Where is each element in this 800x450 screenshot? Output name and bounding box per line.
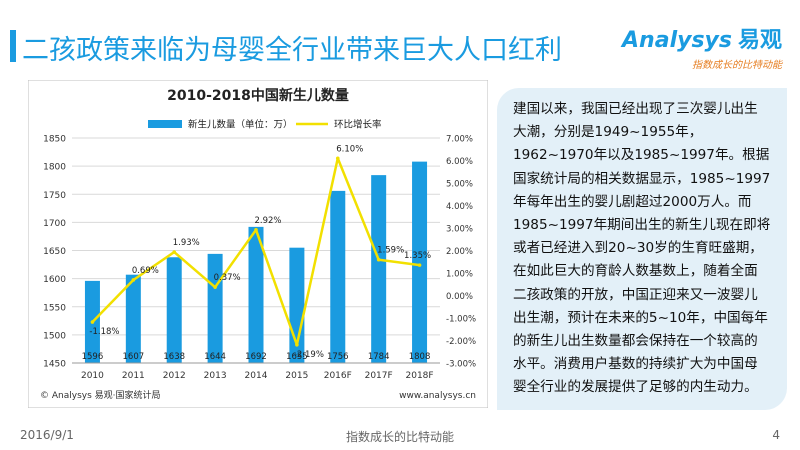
y2-tick-label: 0.00% [446, 292, 473, 302]
newborn-chart: 2010-2018中国新生儿数量 新生儿数量（单位：万） 环比增长率 1596 16… [28, 80, 488, 408]
growth-rate-label: 1.93% [173, 238, 200, 248]
growth-rate-point [172, 250, 177, 254]
y-tick-label: 1850 [43, 135, 66, 145]
growth-rate-point [417, 263, 422, 267]
y2-tick-label: 4.00% [446, 202, 473, 212]
growth-rate-label: -1.18% [89, 327, 119, 337]
y2-tick-label: 5.00% [446, 180, 473, 190]
x-tick-label: 2011 [122, 371, 145, 381]
chart-legend: 新生儿数量（单位：万） 环比增长率 [148, 119, 382, 131]
bar [330, 190, 346, 363]
y-tick-label: 1450 [43, 360, 66, 370]
y-tick-label: 1650 [43, 247, 66, 257]
bar-value-label: 1692 [245, 352, 267, 362]
logo-tagline: 指数成长的比特动能 [692, 60, 782, 71]
title-accent-bar [10, 30, 16, 62]
description-text: 建国以来，我国已经出现了三次婴儿出生大潮，分别是1949~1955年，1962~… [513, 101, 771, 396]
y-tick-label: 1800 [43, 163, 66, 173]
bar-value-label: 1808 [409, 352, 431, 362]
bar [248, 226, 264, 363]
legend-bar-swatch [148, 120, 182, 128]
bar-value-label: 1644 [204, 352, 226, 362]
x-tick-label: 2016F [324, 371, 352, 381]
chart-title: 2010-2018中国新生儿数量 [167, 87, 349, 104]
bar [125, 274, 141, 363]
y-tick-label: 1550 [43, 303, 66, 313]
description-panel: 建国以来，我国已经出现了三次婴儿出生大潮，分别是1949~1955年，1962~… [497, 88, 787, 410]
y2-tick-label: -1.00% [446, 315, 476, 325]
footer-date: 2016/9/1 [20, 428, 74, 442]
bar [412, 161, 428, 363]
y2-tick-label: 1.00% [446, 270, 473, 280]
logo-cn: 易观 [737, 28, 782, 53]
growth-rate-point [254, 228, 258, 232]
growth-rate-label: 2.92% [254, 216, 281, 226]
bar-value-label: 1638 [163, 352, 185, 362]
growth-rate-point [295, 342, 299, 347]
bar [207, 253, 223, 363]
legend-bar-label: 新生儿数量（单位：万） [188, 119, 293, 131]
x-tick-label: 2010 [81, 371, 104, 381]
growth-rate-label: 6.10% [336, 144, 363, 154]
x-tick-label: 2018F [406, 371, 434, 381]
legend-line-label: 环比增长率 [334, 119, 382, 131]
growth-rate-label: 1.35% [404, 251, 431, 261]
page-number: 4 [772, 428, 780, 442]
y-tick-label: 1600 [43, 275, 66, 285]
growth-rate-point [131, 278, 136, 282]
chart-source: © Analysys 易观·国家统计局 [40, 389, 161, 401]
bar [371, 175, 387, 363]
growth-rate-label: -2.19% [294, 350, 324, 360]
x-tick-label: 2013 [204, 371, 227, 381]
footer-tagline: 指数成长的比特动能 [345, 430, 454, 444]
analysys-logo: Analysys 易观 指数成长的比特动能 [622, 22, 782, 71]
growth-rate-label: 0.69% [132, 266, 159, 276]
growth-rate-point [376, 257, 381, 262]
y2-tick-label: 2.00% [446, 247, 473, 257]
chart-site: www.analysys.cn [399, 391, 476, 401]
axes: 1450 1500 1550 1600 1650 1700 1750 1800 1850 -3.0… [43, 135, 476, 382]
growth-rate-label: 1.59% [377, 246, 404, 256]
y2-tick-label: -2.00% [446, 337, 476, 347]
bar-value-label: 1607 [123, 352, 145, 362]
bar-value-label: 1784 [368, 352, 390, 362]
growth-rate-label: 0.37% [214, 273, 241, 283]
bar [166, 257, 182, 363]
growth-rate-point [213, 285, 217, 289]
y-tick-label: 1750 [43, 191, 66, 201]
line-series: -1.18% 0.69% 1.93% 0.37% 2.92% -2.19% 6.10% 1.5… [89, 144, 431, 360]
chart-svg: 2010-2018中国新生儿数量 新生儿数量（单位：万） 环比增长率 1596 16… [28, 80, 488, 408]
bar-value-label: 1756 [327, 352, 349, 362]
growth-rate-point [90, 320, 95, 324]
y2-tick-label: 3.00% [446, 225, 473, 235]
bar-value-label: 1655 [286, 352, 308, 362]
x-tick-label: 2015 [285, 371, 308, 381]
y2-tick-label: 7.00% [446, 135, 473, 145]
bar-series: 1596 1607 1638 1644 1692 1655 1756 1784 1808 [82, 161, 431, 363]
x-tick-label: 2012 [163, 371, 186, 381]
logo-text: Analysys [622, 28, 732, 53]
y-tick-label: 1700 [43, 219, 66, 229]
x-tick-label: 2014 [245, 371, 268, 381]
growth-rate-point [335, 156, 340, 161]
y2-tick-label: 6.00% [446, 157, 473, 167]
x-tick-label: 2017F [365, 371, 393, 381]
y2-tick-label: -3.00% [446, 360, 476, 370]
y-tick-label: 1500 [43, 331, 66, 341]
page-title: 二孩政策来临为母婴全行业带来巨大人口红利 [22, 35, 562, 66]
bar-value-label: 1596 [82, 352, 104, 362]
